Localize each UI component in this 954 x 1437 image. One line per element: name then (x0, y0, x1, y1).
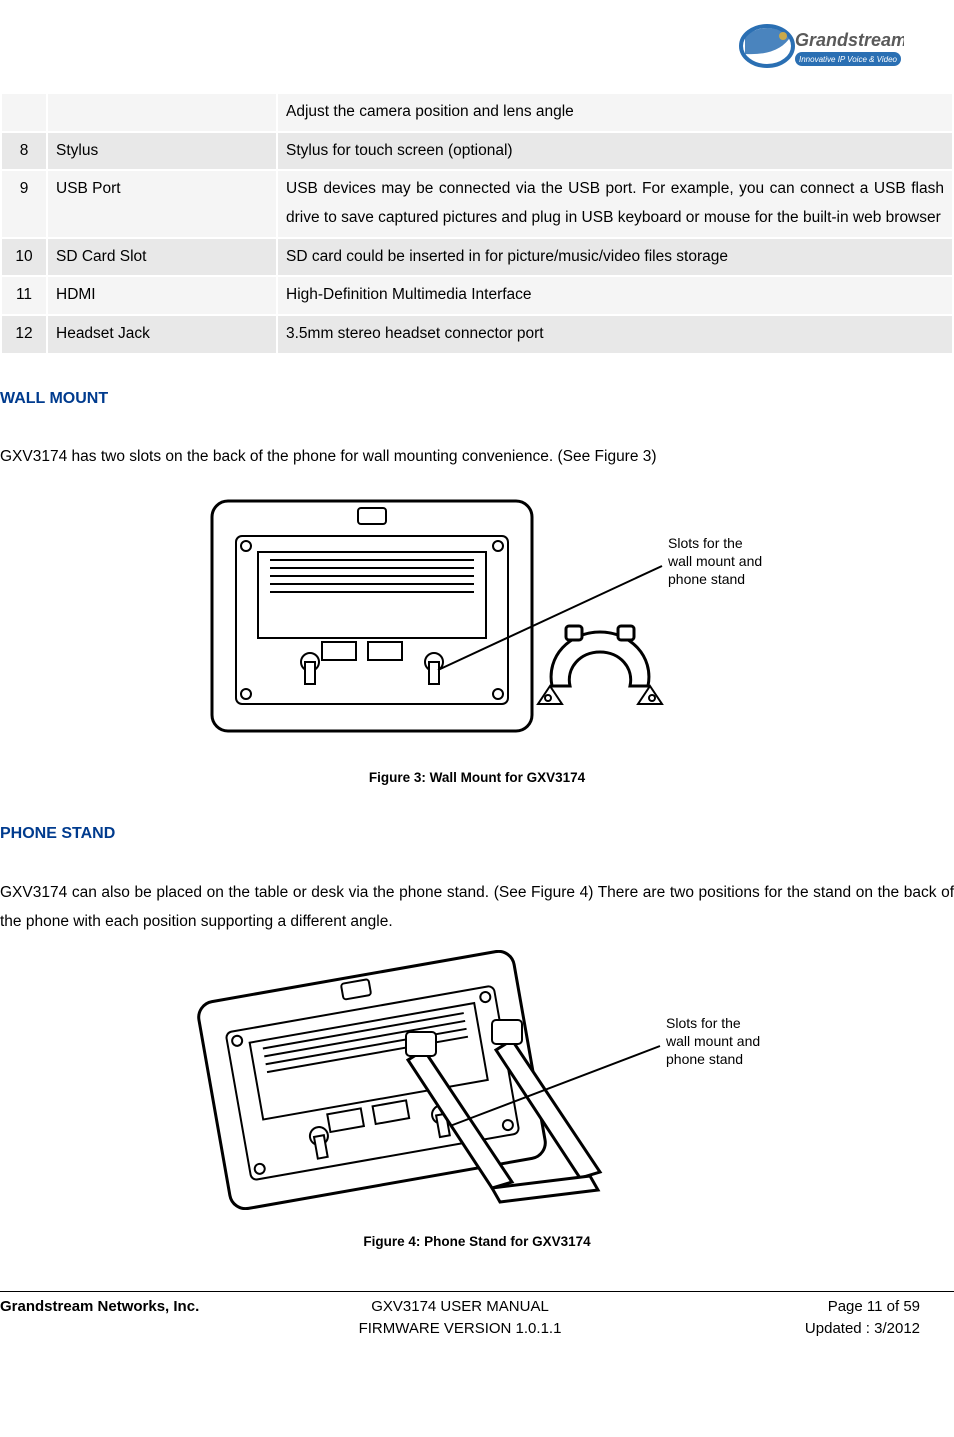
cell-desc: Adjust the camera position and lens angl… (277, 93, 953, 132)
wall-mount-text: GXV3174 has two slots on the back of the… (0, 443, 954, 472)
cell-num: 9 (1, 170, 47, 237)
grandstream-logo: Grandstream Innovative IP Voice & Video (739, 18, 904, 84)
footer-right: Page 11 of 59 Updated : 3/2012 (613, 1296, 920, 1341)
wall-mount-heading: WALL MOUNT (0, 385, 954, 414)
footer-updated: Updated : 3/2012 (805, 1320, 920, 1337)
phone-stand-heading: PHONE STAND (0, 820, 954, 849)
table-row: 12 Headset Jack 3.5mm stereo headset con… (1, 315, 953, 354)
table-row: 10 SD Card Slot SD card could be inserte… (1, 238, 953, 277)
footer-center: GXV3174 USER MANUAL FIRMWARE VERSION 1.0… (307, 1296, 614, 1341)
footer-page: Page 11 of 59 (828, 1298, 920, 1315)
cell-desc: SD card could be inserted in for picture… (277, 238, 953, 277)
figure-4-caption: Figure 4: Phone Stand for GXV3174 (0, 1230, 954, 1254)
page-footer: Grandstream Networks, Inc. GXV3174 USER … (0, 1291, 954, 1341)
ports-table: Adjust the camera position and lens angl… (0, 92, 954, 355)
cell-name: USB Port (47, 170, 277, 237)
figure-3: Slots for the wall mount and phone stand (0, 486, 954, 756)
table-row: Adjust the camera position and lens angl… (1, 93, 953, 132)
cell-name: SD Card Slot (47, 238, 277, 277)
cell-desc: 3.5mm stereo headset connector port (277, 315, 953, 354)
footer-title: GXV3174 USER MANUAL (371, 1298, 549, 1315)
svg-text:Innovative IP Voice & Video: Innovative IP Voice & Video (799, 55, 898, 64)
cell-num (1, 93, 47, 132)
cell-name: Stylus (47, 132, 277, 171)
table-row: 11 HDMI High-Definition Multimedia Inter… (1, 276, 953, 315)
footer-company: Grandstream Networks, Inc. (0, 1296, 307, 1341)
phone-stand-text: GXV3174 can also be placed on the table … (0, 879, 954, 936)
svg-text:Slots for the wall mou: Slots for the wall mount and phone stand (667, 535, 762, 587)
cell-num: 11 (1, 276, 47, 315)
header-logo-area: Grandstream Innovative IP Voice & Video (0, 18, 954, 84)
cell-name: HDMI (47, 276, 277, 315)
cell-num: 8 (1, 132, 47, 171)
cell-name: Headset Jack (47, 315, 277, 354)
figure-3-caption: Figure 3: Wall Mount for GXV3174 (0, 766, 954, 790)
cell-desc: USB devices may be connected via the USB… (277, 170, 953, 237)
table-row: 8 Stylus Stylus for touch screen (option… (1, 132, 953, 171)
svg-text:Slots for the wall mou: Slots for the wall mount and phone stand (665, 1015, 762, 1067)
cell-desc: Stylus for touch screen (optional) (277, 132, 953, 171)
svg-text:Grandstream: Grandstream (795, 30, 904, 50)
cell-num: 10 (1, 238, 47, 277)
footer-firmware: FIRMWARE VERSION 1.0.1.1 (359, 1320, 562, 1337)
cell-name (47, 93, 277, 132)
cell-desc: High-Definition Multimedia Interface (277, 276, 953, 315)
cell-num: 12 (1, 315, 47, 354)
table-row: 9 USB Port USB devices may be connected … (1, 170, 953, 237)
figure-4: Slots for the wall mount and phone stand (0, 950, 954, 1220)
